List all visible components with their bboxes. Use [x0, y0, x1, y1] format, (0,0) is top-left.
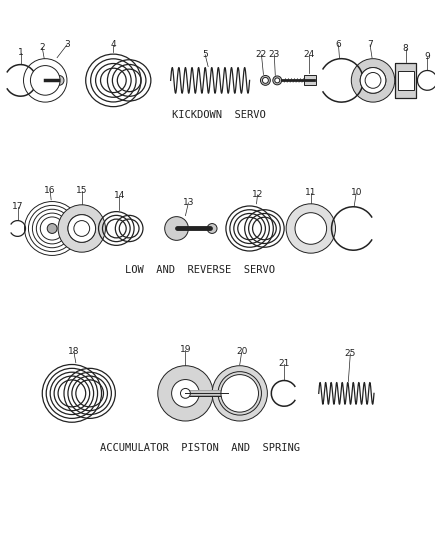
Text: 11: 11 [305, 189, 317, 197]
Text: 4: 4 [110, 41, 116, 50]
Text: 6: 6 [336, 41, 341, 50]
Text: 13: 13 [183, 198, 194, 207]
Text: 14: 14 [113, 191, 125, 200]
Text: 7: 7 [367, 41, 373, 50]
Circle shape [360, 68, 386, 93]
Circle shape [360, 68, 386, 93]
Circle shape [74, 221, 90, 237]
Text: 16: 16 [44, 187, 56, 196]
Text: 3: 3 [64, 41, 70, 50]
Circle shape [262, 77, 268, 83]
Circle shape [273, 76, 282, 85]
Text: LOW  AND  REVERSE  SERVO: LOW AND REVERSE SERVO [125, 265, 275, 275]
Circle shape [351, 59, 395, 102]
Circle shape [58, 205, 106, 252]
Text: 2: 2 [39, 43, 45, 52]
Circle shape [261, 76, 270, 85]
Circle shape [212, 366, 267, 421]
Circle shape [275, 78, 280, 83]
Circle shape [180, 389, 191, 398]
Text: 24: 24 [303, 50, 314, 59]
Text: 23: 23 [268, 50, 280, 59]
Text: 17: 17 [12, 202, 23, 211]
Circle shape [365, 72, 381, 88]
Circle shape [165, 216, 188, 240]
Text: 8: 8 [403, 44, 409, 53]
Circle shape [180, 389, 191, 398]
Text: 15: 15 [76, 187, 88, 196]
Circle shape [295, 213, 327, 244]
Text: 25: 25 [345, 349, 356, 358]
Text: 18: 18 [68, 348, 80, 357]
Text: KICKDOWN  SERVO: KICKDOWN SERVO [172, 110, 266, 120]
Text: 1: 1 [18, 49, 23, 57]
Text: 9: 9 [424, 52, 430, 61]
Circle shape [32, 67, 59, 94]
Circle shape [37, 72, 53, 88]
Circle shape [176, 384, 195, 403]
Circle shape [30, 66, 60, 95]
Circle shape [221, 375, 258, 412]
Text: 10: 10 [350, 189, 362, 197]
Text: 22: 22 [256, 50, 267, 59]
Circle shape [158, 366, 213, 421]
Text: 21: 21 [279, 359, 290, 368]
Circle shape [224, 377, 255, 409]
Circle shape [47, 223, 57, 233]
Circle shape [368, 76, 378, 85]
Bar [398, 70, 413, 90]
Text: 19: 19 [180, 345, 191, 354]
Circle shape [68, 215, 95, 243]
Circle shape [207, 223, 217, 233]
Text: 20: 20 [236, 348, 247, 357]
Text: 5: 5 [202, 50, 208, 59]
Text: 12: 12 [252, 190, 263, 199]
Bar [395, 62, 417, 98]
Bar [304, 76, 316, 85]
Circle shape [172, 379, 199, 407]
Circle shape [286, 204, 336, 253]
Circle shape [54, 76, 64, 85]
Circle shape [68, 215, 95, 243]
Text: ACCUMULATOR  PISTON  AND  SPRING: ACCUMULATOR PISTON AND SPRING [100, 443, 300, 453]
